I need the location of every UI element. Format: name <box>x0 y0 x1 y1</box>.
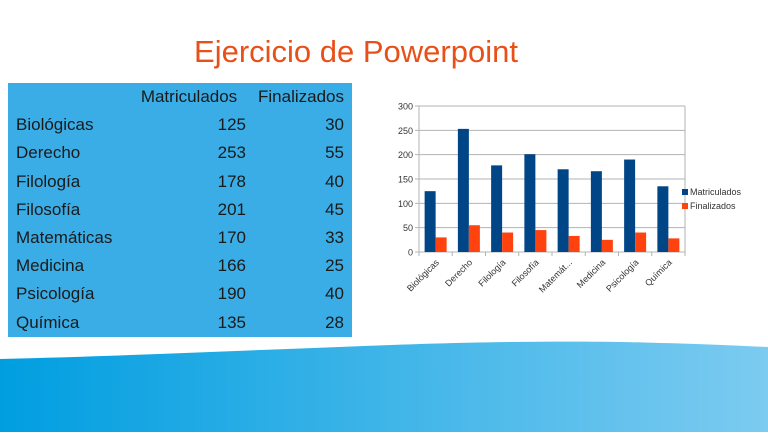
bar-finalizados <box>635 232 647 252</box>
row-label: Química <box>16 312 80 332</box>
table-row: Química 135 28 <box>8 309 352 337</box>
x-tick-label: Matemát... <box>537 257 574 294</box>
bar-matriculados <box>524 154 536 252</box>
data-table: Matriculados Finalizados Biológicas 125 30… <box>8 83 352 337</box>
row-label: Psicología <box>16 284 95 304</box>
row-finalizados: 25 <box>325 256 344 276</box>
header-category <box>8 83 128 111</box>
bar-finalizados <box>668 238 680 252</box>
x-tick-label: Filosofía <box>510 257 541 288</box>
row-matriculados: 201 <box>217 199 246 219</box>
table-row: Matemáticas 170 33 <box>8 224 352 252</box>
row-finalizados: 40 <box>325 171 344 191</box>
legend-swatch <box>682 203 688 209</box>
bar-chart-svg: 0 50 100 150 200 250 300 Biológicas Derecho Filol… <box>398 102 742 295</box>
y-tick-label: 0 <box>408 248 413 258</box>
table-header-row: Matriculados Finalizados <box>8 83 352 111</box>
bar-matriculados <box>624 159 636 252</box>
table-row: Filología 178 40 <box>8 168 352 196</box>
bar-chart: 0 50 100 150 200 250 300 Biológicas Derecho Filol… <box>385 95 768 305</box>
bar-finalizados <box>568 235 580 252</box>
bar-finalizados <box>468 225 480 252</box>
table-row: Medicina 166 25 <box>8 252 352 280</box>
header-matriculados: Matriculados <box>140 87 238 107</box>
row-label: Filosofía <box>16 199 81 219</box>
row-finalizados: 55 <box>325 143 344 163</box>
y-tick-label: 300 <box>398 102 413 112</box>
row-matriculados: 166 <box>217 256 246 276</box>
bar-matriculados <box>424 191 436 252</box>
data-table-grid: Matriculados Finalizados Biológicas 125 30… <box>8 83 352 337</box>
row-label: Matemáticas <box>16 228 113 248</box>
row-label: Medicina <box>16 256 85 276</box>
bar-matriculados <box>457 128 469 252</box>
y-tick-label: 50 <box>403 223 413 233</box>
y-tick-label: 150 <box>398 175 413 185</box>
bar-matriculados <box>590 171 602 252</box>
bar-finalizados <box>535 230 547 252</box>
x-tick-label: Derecho <box>443 257 474 288</box>
x-tick-label: Medicina <box>575 257 608 290</box>
y-tick-label: 250 <box>398 126 413 136</box>
x-tick-label: Psicología <box>604 257 640 293</box>
row-matriculados: 170 <box>217 228 246 248</box>
legend-label: Finalizados <box>690 201 736 211</box>
bar-matriculados <box>557 169 569 252</box>
slide-title: Ejercicio de Powerpoint <box>194 34 518 69</box>
legend-swatch <box>682 189 688 195</box>
row-label: Filología <box>16 171 81 191</box>
row-matriculados: 135 <box>217 312 246 332</box>
bar-finalizados <box>601 239 613 252</box>
bar-matriculados <box>657 186 669 252</box>
x-tick-label: Biológicas <box>405 257 441 293</box>
row-finalizados: 40 <box>325 284 344 304</box>
table-row: Biológicas 125 30 <box>8 111 352 139</box>
row-label: Derecho <box>16 143 81 163</box>
row-finalizados: 28 <box>325 312 344 332</box>
y-tick-label: 200 <box>398 150 413 160</box>
row-finalizados: 30 <box>325 115 344 135</box>
bar-finalizados <box>435 237 447 252</box>
row-matriculados: 253 <box>217 143 246 163</box>
y-tick-label: 100 <box>398 199 413 209</box>
row-label: Biológicas <box>16 115 94 135</box>
bar-matriculados <box>491 165 503 252</box>
row-matriculados: 178 <box>217 171 246 191</box>
bar-finalizados <box>502 232 514 252</box>
decorative-wave <box>0 330 768 432</box>
row-matriculados: 125 <box>217 115 246 135</box>
x-tick-label: Química <box>643 257 674 288</box>
row-finalizados: 45 <box>325 199 344 219</box>
row-matriculados: 190 <box>217 284 246 304</box>
table-row: Filosofía 201 45 <box>8 196 352 224</box>
table-row: Derecho 253 55 <box>8 139 352 167</box>
header-finalizados: Finalizados <box>258 87 344 107</box>
table-row: Psicología 190 40 <box>8 280 352 308</box>
row-finalizados: 33 <box>325 228 344 248</box>
x-tick-label: Filología <box>476 257 507 288</box>
legend-label: Matriculados <box>690 187 742 197</box>
